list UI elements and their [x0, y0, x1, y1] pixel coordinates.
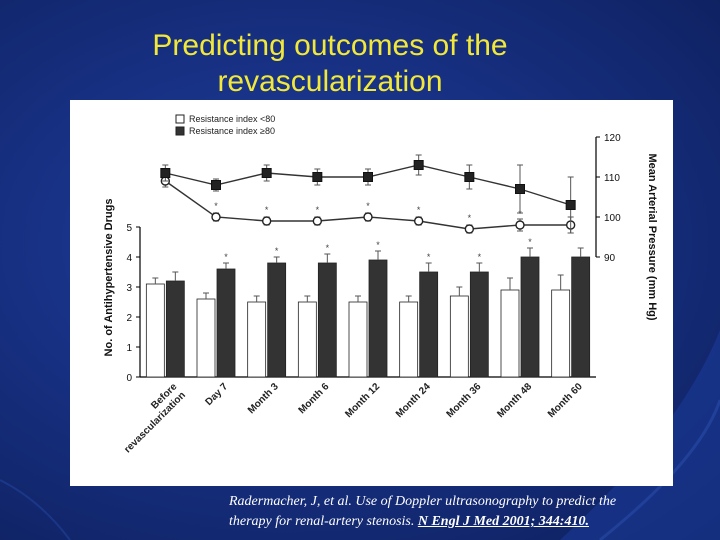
- bar-significance-marker: *: [376, 240, 380, 250]
- line-point-high: [413, 160, 424, 170]
- bar-significance-marker: *: [528, 237, 532, 247]
- line-point-low: [312, 216, 323, 226]
- legend-label: Resistance index <80: [189, 114, 275, 124]
- legend-label: Resistance index ≥80: [189, 126, 275, 136]
- bar-significance-marker: *: [427, 252, 431, 262]
- right-axis-label: Mean Arterial Pressure (mm Hg): [646, 153, 658, 320]
- citation-line-2: therapy for renal-artery stenosis. N Eng…: [229, 512, 720, 532]
- legend-swatch: [175, 126, 185, 136]
- line-point-high: [565, 200, 576, 210]
- citation-line-1: Radermacher, J, et al. Use of Doppler ul…: [229, 494, 617, 509]
- bar: [368, 259, 388, 378]
- line-significance-marker: *: [468, 213, 472, 223]
- bar: [571, 256, 591, 378]
- citation-reference-link[interactable]: N Engl J Med 2001; 344:410.: [417, 514, 589, 529]
- legend-swatch: [175, 114, 185, 124]
- category-label: Month 60: [546, 381, 585, 420]
- left-axis-tick-label: 1: [126, 343, 132, 354]
- bar-significance-marker: *: [478, 252, 482, 262]
- bar: [297, 301, 317, 378]
- line-significance-marker: *: [214, 201, 218, 211]
- right-axis-tick-label: 100: [604, 213, 621, 224]
- category-label: Month 36: [445, 381, 484, 420]
- bar: [399, 301, 419, 378]
- citation-line-2-text: therapy for renal-artery stenosis.: [229, 514, 418, 529]
- citation: Radermacher, J, et al. Use of Doppler ul…: [229, 492, 720, 532]
- slide-title-line-2: revascularization: [217, 65, 443, 98]
- category-label: Month 12: [343, 381, 382, 420]
- left-axis-tick-label: 5: [126, 223, 132, 234]
- bar: [165, 280, 185, 378]
- line-point-high: [160, 168, 171, 178]
- line-point-high: [363, 172, 373, 182]
- line-significance-marker: *: [518, 209, 522, 219]
- category-label: Month 24: [394, 381, 433, 420]
- left-axis-tick-label: 0: [126, 373, 132, 384]
- bar: [469, 271, 489, 378]
- line-point-low: [464, 224, 475, 234]
- line-point-low: [363, 212, 373, 222]
- bar: [317, 262, 337, 378]
- line-point-low: [211, 212, 221, 222]
- line-point-high: [312, 172, 323, 182]
- chart-figure: 0 1 2 3 4 5 90 100 110 120 No. of Antihypertensive…: [70, 100, 673, 486]
- line-point-high: [211, 180, 221, 190]
- bar: [551, 289, 571, 378]
- line-significance-marker: *: [265, 205, 269, 215]
- category-label: Month 3: [246, 381, 281, 416]
- line-point-high: [515, 184, 525, 194]
- right-axis-tick-label: 110: [604, 173, 620, 184]
- category-label: Month 48: [495, 381, 534, 420]
- category-label: Day 7: [203, 381, 230, 408]
- right-axis-tick-label: 90: [604, 253, 616, 264]
- slide-title-line-1: Predicting outcomes of the: [152, 29, 508, 62]
- category-label: Beforerevascularization: [114, 381, 188, 455]
- left-axis-label: No. of Antihypertensive Drugs: [103, 199, 115, 357]
- bar: [145, 283, 165, 378]
- bar: [520, 256, 540, 378]
- bar: [419, 271, 439, 378]
- category-label: Month 6: [297, 381, 332, 416]
- bar-significance-marker: *: [326, 243, 330, 253]
- bar: [196, 298, 216, 378]
- bar-significance-marker: *: [275, 246, 279, 256]
- bar: [449, 295, 469, 378]
- chart-svg: 0 1 2 3 4 5 90 100 110 120 No. of Antihypertensive…: [103, 114, 658, 455]
- line-point-high: [261, 168, 272, 178]
- bar: [247, 301, 267, 378]
- line-point-high: [464, 172, 475, 182]
- bar: [267, 262, 287, 378]
- bar-significance-marker: *: [224, 252, 228, 262]
- slide-title: Predicting outcomes of the revasculariza…: [60, 28, 600, 100]
- bar: [348, 301, 368, 378]
- line-significance-marker: *: [366, 201, 370, 211]
- line-point-low: [515, 220, 525, 230]
- line-significance-marker: *: [316, 205, 320, 215]
- bar: [216, 268, 236, 378]
- bar: [500, 289, 520, 378]
- line-point-low: [413, 216, 424, 226]
- line-significance-marker: *: [417, 205, 421, 215]
- left-axis-tick-label: 3: [126, 283, 132, 294]
- left-axis-tick-label: 2: [126, 313, 132, 324]
- right-axis-tick-label: 120: [604, 133, 621, 144]
- left-axis-tick-label: 4: [126, 253, 132, 264]
- line-point-low: [261, 216, 272, 226]
